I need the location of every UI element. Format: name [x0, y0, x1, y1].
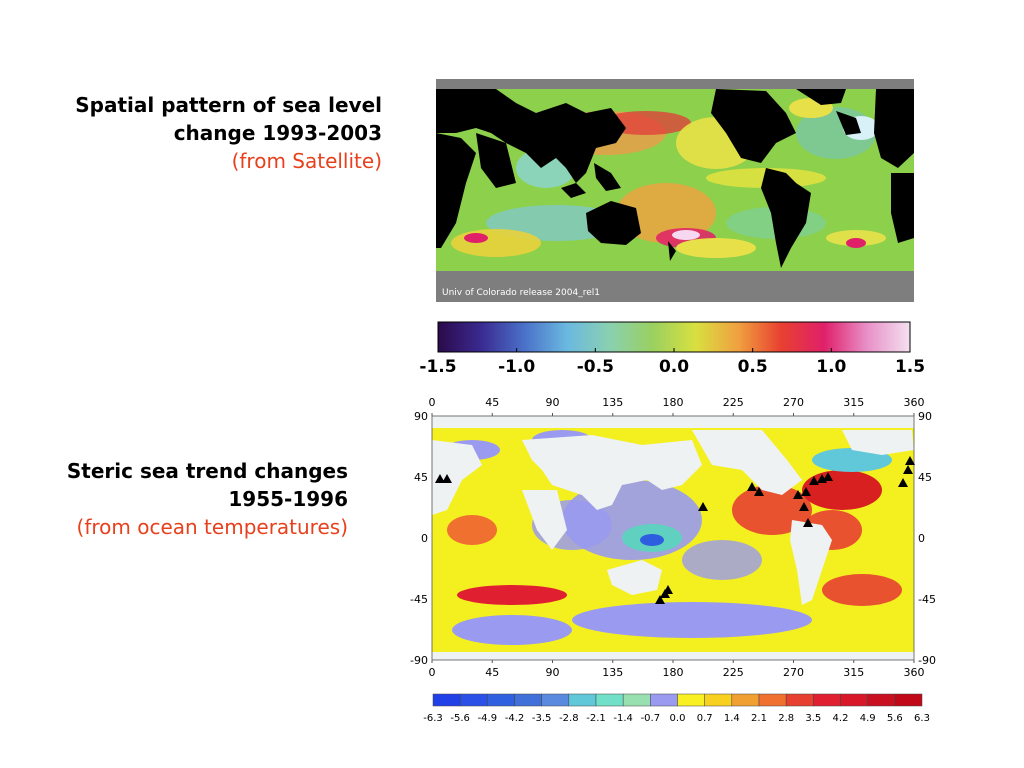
steric-colorbar-cell [514, 693, 542, 707]
satellite-colorbar-gradient [437, 321, 911, 353]
steric-caption: Steric sea trend changes 1955-1996 (from… [0, 457, 348, 541]
steric-x-tick-label-top: 0 [429, 396, 436, 409]
steric-colorbar-cell [432, 693, 461, 707]
steric-y-tick-label-left: 0 [421, 532, 428, 545]
steric-station-markers [435, 456, 915, 604]
steric-colorbar-label: -1.4 [613, 713, 633, 724]
steric-colorbar-label: -4.2 [505, 713, 525, 724]
steric-colorbar-label: -5.6 [450, 713, 470, 724]
steric-colorbar-label: -3.5 [532, 713, 552, 724]
satellite-sea-level-map: Univ of Colorado release 2004_rel1 [436, 73, 914, 302]
steric-x-ticks-bottom: 0 45 90 135 180 225 270 315 360 [429, 660, 925, 679]
satellite-credit: Univ of Colorado release 2004_rel1 [442, 288, 600, 298]
steric-colorbar-label: 2.8 [778, 713, 794, 724]
steric-x-tick-label-bottom: 135 [602, 666, 623, 679]
satellite-colorbar-tick-label: -0.5 [577, 357, 614, 377]
steric-y-tick-label-right: 0 [918, 532, 925, 545]
steric-y-ticks-left: 90 45 0 -45 -90 [410, 410, 428, 667]
steric-colorbar-cell [867, 693, 896, 707]
steric-colorbar-cell [840, 693, 868, 707]
steric-colorbar-label: 1.4 [724, 713, 740, 724]
steric-colorbar-label: 5.6 [887, 713, 903, 724]
steric-colorbar-cell [677, 693, 705, 707]
steric-y-tick-label-left: -45 [410, 593, 428, 606]
steric-colorbar-cell [650, 693, 678, 707]
steric-colorbar-label: -0.7 [641, 713, 661, 724]
steric-colorbar-cell [595, 693, 624, 707]
satellite-caption: Spatial pattern of sea level change 1993… [0, 91, 382, 175]
satellite-source: (from Satellite) [231, 149, 382, 173]
steric-y-tick-label-right: 90 [918, 410, 932, 423]
steric-colorbar-label: 6.3 [914, 713, 930, 724]
steric-x-tick-label-bottom: 315 [843, 666, 864, 679]
steric-colorbar-cell [894, 693, 923, 707]
steric-y-tick-label-left: 45 [414, 471, 428, 484]
steric-x-tick-label-bottom: 225 [723, 666, 744, 679]
steric-colorbar-label: 4.9 [860, 713, 876, 724]
steric-colorbar-label: -2.1 [586, 713, 606, 724]
steric-y-ticks-right: 90 45 0 -45 -90 [918, 410, 936, 667]
steric-colorbar-cell [758, 693, 787, 707]
steric-colorbar-cell [541, 693, 570, 707]
steric-land [432, 416, 914, 660]
steric-colorbar-label: 0.0 [670, 713, 686, 724]
satellite-land [436, 89, 914, 268]
steric-x-tick-label-top: 270 [783, 396, 804, 409]
steric-colorbar-cell [487, 693, 515, 707]
steric-y-tick-label-left: 90 [414, 410, 428, 423]
satellite-colorbar: -1.5 -1.0 -0.5 0.0 0.5 1.0 1.5 [420, 321, 925, 377]
steric-x-tick-label-bottom: 90 [546, 666, 560, 679]
steric-x-tick-label-bottom: 180 [663, 666, 684, 679]
steric-plot-area [432, 416, 914, 660]
satellite-colorbar-tick-label: 1.5 [895, 357, 925, 377]
steric-colorbar-cell [731, 693, 760, 707]
steric-source: (from ocean temperatures) [76, 515, 348, 539]
satellite-colorbar-tick-label: 0.0 [659, 357, 689, 377]
steric-x-tick-label-top: 135 [602, 396, 623, 409]
satellite-colorbar-tick-label: -1.5 [420, 357, 457, 377]
steric-x-tick-label-bottom: 360 [904, 666, 925, 679]
steric-x-tick-label-top: 45 [485, 396, 499, 409]
steric-y-tick-label-right: -45 [918, 593, 936, 606]
steric-x-tick-label-top: 180 [663, 396, 684, 409]
steric-colorbar-label: 3.5 [805, 713, 821, 724]
steric-title-line2: 1955-1996 [228, 487, 348, 511]
steric-x-tick-label-bottom: 45 [485, 666, 499, 679]
steric-y-tick-label-right: -90 [918, 654, 936, 667]
steric-colorbar-labels: -6.3 -5.6 -4.9 -4.2 -3.5 -2.8 -2.1 -1.4 -0.7 0.0 0… [423, 713, 930, 724]
satellite-colorbar-ticks: -1.5 -1.0 -0.5 0.0 0.5 1.0 1.5 [420, 348, 925, 377]
steric-x-ticks-top: 0 45 90 135 180 225 270 315 360 [429, 396, 925, 416]
steric-x-tick-label-top: 360 [904, 396, 925, 409]
steric-colorbar-cell [785, 693, 814, 707]
steric-colorbar-cell [704, 693, 733, 707]
satellite-title-line1: Spatial pattern of sea level [75, 93, 382, 117]
steric-colorbar-cell [813, 693, 841, 707]
steric-x-tick-label-top: 90 [546, 396, 560, 409]
steric-y-tick-label-right: 45 [918, 471, 932, 484]
steric-x-tick-label-top: 225 [723, 396, 744, 409]
satellite-colorbar-tick-label: 0.5 [738, 357, 768, 377]
satellite-colorbar-tick-label: -1.0 [498, 357, 535, 377]
steric-colorbar-cell [459, 693, 488, 707]
steric-colorbar-label: -4.9 [478, 713, 498, 724]
steric-y-tick-label-left: -90 [410, 654, 428, 667]
steric-colorbar-cells [432, 693, 923, 707]
steric-colorbar-cell [622, 693, 651, 707]
steric-colorbar-label: 0.7 [697, 713, 713, 724]
steric-x-tick-label-top: 315 [843, 396, 864, 409]
steric-colorbar: -6.3 -5.6 -4.9 -4.2 -3.5 -2.8 -2.1 -1.4 -0.7 0.0 0… [423, 693, 930, 724]
steric-colorbar-label: 4.2 [833, 713, 849, 724]
satellite-title-line2: change 1993-2003 [173, 121, 382, 145]
steric-colorbar-label: 2.1 [751, 713, 767, 724]
satellite-colorbar-tick-label: 1.0 [816, 357, 846, 377]
steric-x-tick-label-bottom: 0 [429, 666, 436, 679]
steric-colorbar-label: -6.3 [423, 713, 443, 724]
steric-colorbar-label: -2.8 [559, 713, 579, 724]
steric-x-tick-label-bottom: 270 [783, 666, 804, 679]
steric-trend-map: 0 45 90 135 180 225 270 315 360 0 45 90 135 180 225 27… [410, 396, 936, 679]
steric-colorbar-cell [568, 693, 597, 707]
steric-title-line1: Steric sea trend changes [66, 459, 348, 483]
